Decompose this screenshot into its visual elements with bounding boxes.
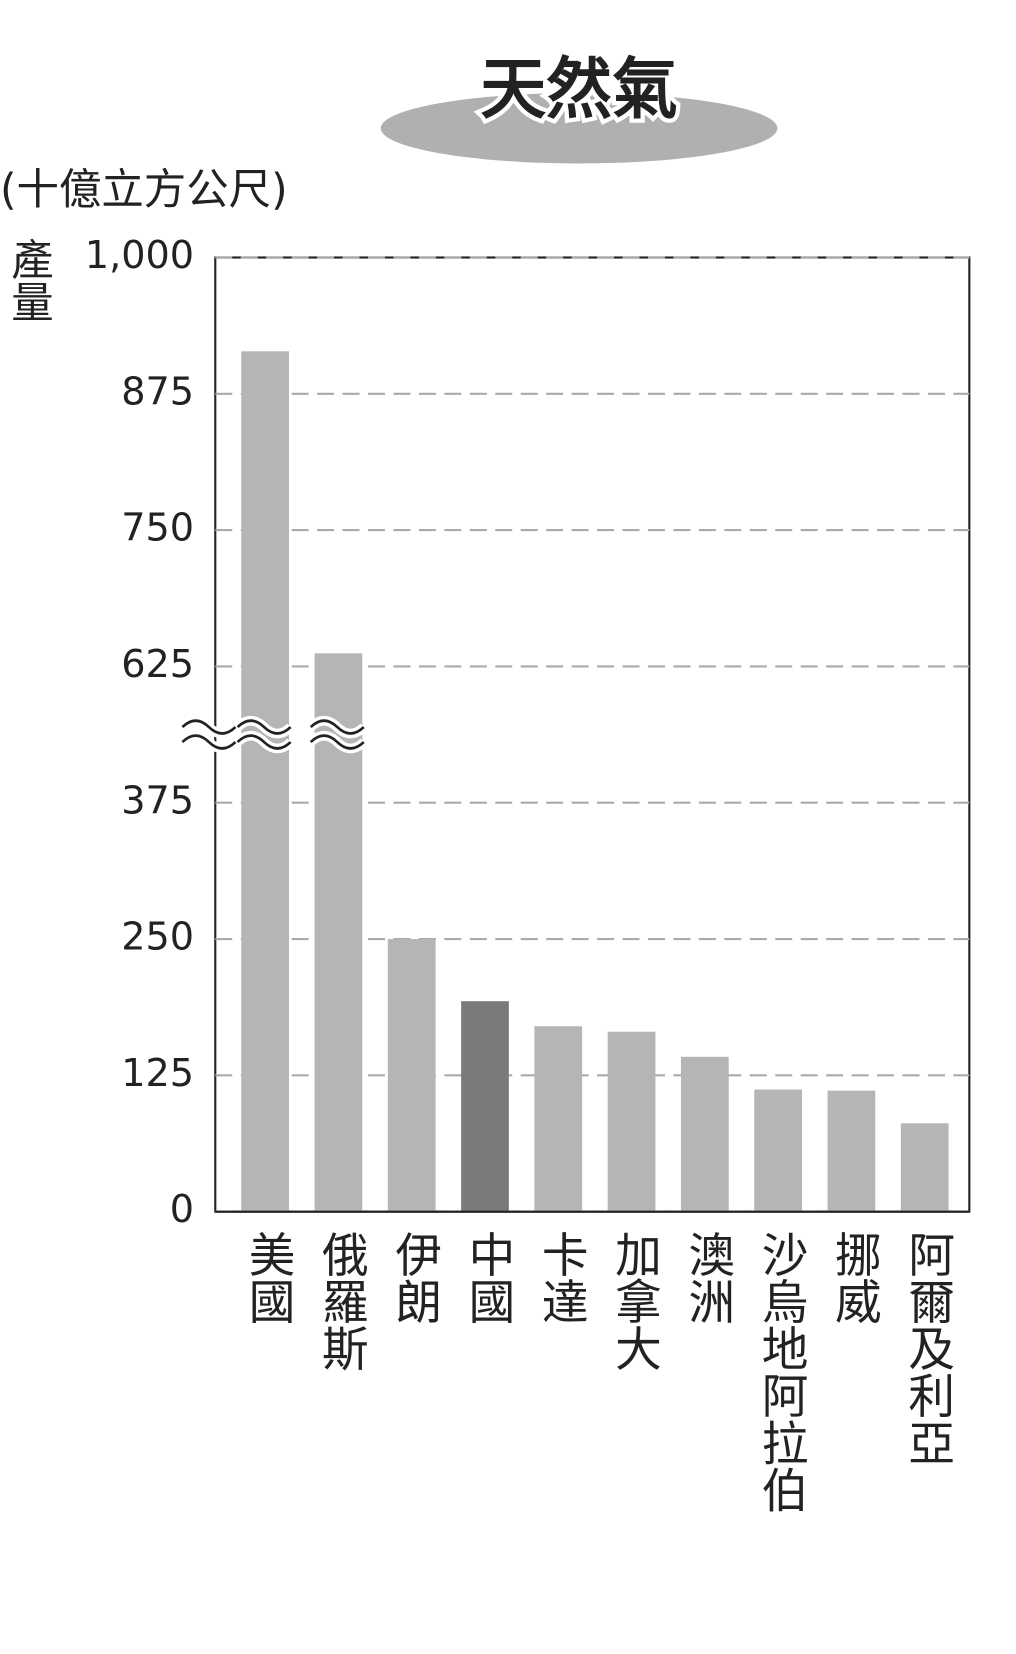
- y-tick-label: 750: [121, 506, 194, 551]
- bar: [241, 351, 289, 1212]
- bar: [680, 1056, 729, 1212]
- bar: [534, 1026, 583, 1212]
- x-tick-label: 伊朗: [387, 1231, 441, 1325]
- bar: [607, 1031, 656, 1212]
- chart-title: 天然氣: [480, 51, 677, 128]
- x-tick-label: 卡達: [534, 1231, 588, 1325]
- y-tick-label: 250: [121, 914, 194, 959]
- axis-break-mark: [181, 719, 237, 750]
- unit-label: (十億立方公尺): [0, 165, 288, 215]
- x-tick-label: 阿爾及利亞: [900, 1231, 954, 1466]
- axis-break-mark: [236, 719, 292, 750]
- y-tick-label: 125: [121, 1051, 194, 1096]
- x-tick-label: 美國: [241, 1231, 295, 1325]
- bar: [754, 1089, 802, 1212]
- bar: [827, 1090, 876, 1212]
- y-tick-label: 0: [170, 1187, 194, 1232]
- x-tick-label: 俄羅斯: [314, 1231, 368, 1372]
- x-tick-label: 中國: [461, 1231, 515, 1325]
- bar: [461, 1001, 509, 1212]
- y-tick-label: 375: [121, 778, 194, 823]
- y-tick-label: 1,000: [85, 233, 194, 278]
- title-backdrop: [380, 92, 778, 164]
- y-tick-label: 875: [121, 369, 194, 414]
- bar: [900, 1123, 949, 1212]
- x-tick-label: 沙烏地阿拉伯: [754, 1231, 808, 1513]
- bar: [387, 939, 436, 1212]
- y-tick-label: 625: [121, 642, 194, 687]
- x-tick-label: 挪威: [827, 1231, 881, 1325]
- x-tick-label: 澳洲: [680, 1231, 734, 1325]
- x-tick-label: 加拿大: [607, 1231, 661, 1372]
- axis-break-backdrop: [179, 715, 239, 754]
- y-axis-label: 產量: [4, 237, 54, 322]
- axis-break-mark: [309, 719, 365, 750]
